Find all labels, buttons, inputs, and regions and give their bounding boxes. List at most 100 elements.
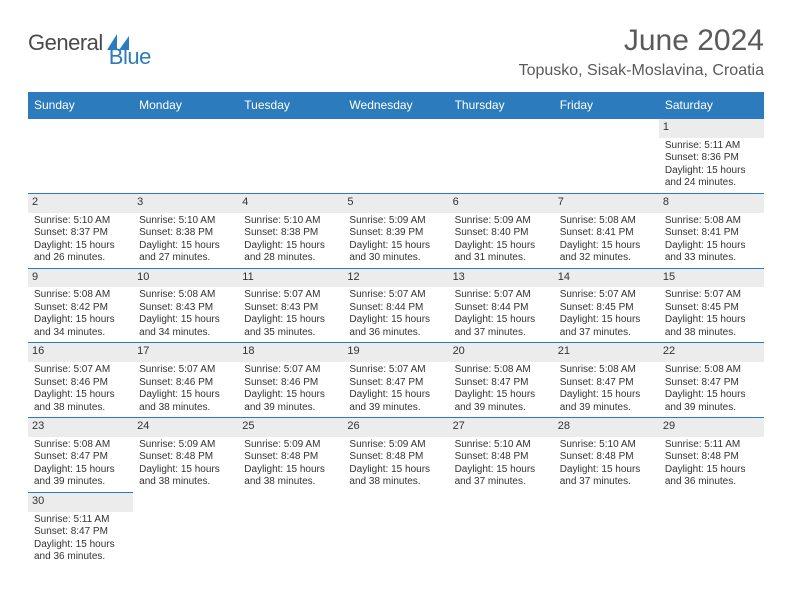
day-info-line: and 38 minutes. bbox=[244, 476, 337, 489]
day-number: 23 bbox=[32, 420, 129, 434]
day-cell: 24Sunrise: 5:09 AMSunset: 8:48 PMDayligh… bbox=[133, 418, 238, 493]
day-info-line: Daylight: 15 hours bbox=[34, 240, 127, 253]
day-info-line: Daylight: 15 hours bbox=[560, 314, 653, 327]
day-header: 23 bbox=[28, 418, 133, 437]
day-info-line: Daylight: 15 hours bbox=[560, 389, 653, 402]
day-info-line: Sunrise: 5:09 AM bbox=[349, 439, 442, 452]
day-info-line: Sunset: 8:48 PM bbox=[560, 451, 653, 464]
day-cell: 22Sunrise: 5:08 AMSunset: 8:47 PMDayligh… bbox=[659, 343, 764, 418]
logo: General Blue bbox=[28, 30, 151, 56]
day-info-line: Sunrise: 5:07 AM bbox=[349, 289, 442, 302]
day-info-line: and 36 minutes. bbox=[665, 476, 758, 489]
day-info-line: Sunrise: 5:07 AM bbox=[34, 364, 127, 377]
day-header: 11 bbox=[238, 269, 343, 288]
day-header: 3 bbox=[133, 194, 238, 213]
day-number: 30 bbox=[32, 495, 129, 509]
day-info-line: Sunrise: 5:09 AM bbox=[139, 439, 232, 452]
day-number: 12 bbox=[347, 271, 444, 285]
header-row: General Blue June 2024 Topusko, Sisak-Mo… bbox=[28, 24, 764, 80]
day-info-line: Daylight: 15 hours bbox=[34, 464, 127, 477]
col-sunday: Sunday bbox=[28, 92, 133, 119]
day-info-line: Daylight: 15 hours bbox=[665, 240, 758, 253]
day-cell: 21Sunrise: 5:08 AMSunset: 8:47 PMDayligh… bbox=[554, 343, 659, 418]
day-info-line: Daylight: 15 hours bbox=[34, 314, 127, 327]
day-number: 7 bbox=[558, 196, 655, 210]
day-cell: 14Sunrise: 5:07 AMSunset: 8:45 PMDayligh… bbox=[554, 268, 659, 343]
day-info-line: Daylight: 15 hours bbox=[455, 464, 548, 477]
day-number: 28 bbox=[558, 420, 655, 434]
day-info-line: and 24 minutes. bbox=[665, 177, 758, 190]
day-info-line: Sunset: 8:46 PM bbox=[34, 377, 127, 390]
day-cell: 13Sunrise: 5:07 AMSunset: 8:44 PMDayligh… bbox=[449, 268, 554, 343]
day-info-line: Daylight: 15 hours bbox=[560, 240, 653, 253]
day-info-line: and 39 minutes. bbox=[244, 402, 337, 415]
day-info-line: Sunset: 8:45 PM bbox=[560, 302, 653, 315]
day-info-line: Daylight: 15 hours bbox=[349, 314, 442, 327]
day-info-line: Daylight: 15 hours bbox=[349, 389, 442, 402]
day-info-line: Sunrise: 5:10 AM bbox=[244, 215, 337, 228]
day-number: 6 bbox=[453, 196, 550, 210]
day-info-line: Sunrise: 5:07 AM bbox=[560, 289, 653, 302]
col-monday: Monday bbox=[133, 92, 238, 119]
day-number: 20 bbox=[453, 345, 550, 359]
week-row: 2Sunrise: 5:10 AMSunset: 8:37 PMDaylight… bbox=[28, 193, 764, 268]
day-info-line: and 38 minutes. bbox=[665, 327, 758, 340]
day-info-line: Sunrise: 5:10 AM bbox=[560, 439, 653, 452]
day-info-line: and 39 minutes. bbox=[560, 402, 653, 415]
day-info-line: and 39 minutes. bbox=[455, 402, 548, 415]
day-number: 16 bbox=[32, 345, 129, 359]
day-info-line: Sunrise: 5:07 AM bbox=[244, 289, 337, 302]
day-header: 18 bbox=[238, 343, 343, 362]
logo-text-blue: Blue bbox=[109, 44, 151, 70]
day-info-line: Daylight: 15 hours bbox=[244, 314, 337, 327]
day-info-line: Sunset: 8:42 PM bbox=[34, 302, 127, 315]
day-cell bbox=[449, 492, 554, 566]
day-number: 26 bbox=[347, 420, 444, 434]
day-info-line: Sunset: 8:48 PM bbox=[455, 451, 548, 464]
day-info-line: Daylight: 15 hours bbox=[244, 240, 337, 253]
day-number: 4 bbox=[242, 196, 339, 210]
day-info-line: and 37 minutes. bbox=[455, 327, 548, 340]
day-number: 17 bbox=[137, 345, 234, 359]
col-wednesday: Wednesday bbox=[343, 92, 448, 119]
day-info-line: Sunset: 8:48 PM bbox=[244, 451, 337, 464]
day-header: 25 bbox=[238, 418, 343, 437]
week-row: 9Sunrise: 5:08 AMSunset: 8:42 PMDaylight… bbox=[28, 268, 764, 343]
day-header: 29 bbox=[659, 418, 764, 437]
day-info-line: and 38 minutes. bbox=[34, 402, 127, 415]
day-info-line: Sunset: 8:43 PM bbox=[244, 302, 337, 315]
day-info-line: Sunrise: 5:07 AM bbox=[349, 364, 442, 377]
day-info-line: Sunrise: 5:09 AM bbox=[244, 439, 337, 452]
day-info-line: Sunrise: 5:07 AM bbox=[455, 289, 548, 302]
day-number: 21 bbox=[558, 345, 655, 359]
day-info-line: and 35 minutes. bbox=[244, 327, 337, 340]
calendar-body: 1Sunrise: 5:11 AMSunset: 8:36 PMDaylight… bbox=[28, 119, 764, 567]
day-info-line: Sunset: 8:48 PM bbox=[349, 451, 442, 464]
page: General Blue June 2024 Topusko, Sisak-Mo… bbox=[0, 0, 792, 591]
week-row: 23Sunrise: 5:08 AMSunset: 8:47 PMDayligh… bbox=[28, 418, 764, 493]
day-header: 26 bbox=[343, 418, 448, 437]
week-row: 16Sunrise: 5:07 AMSunset: 8:46 PMDayligh… bbox=[28, 343, 764, 418]
day-header: 15 bbox=[659, 269, 764, 288]
day-info-line: Daylight: 15 hours bbox=[455, 240, 548, 253]
day-info-line: Sunset: 8:48 PM bbox=[139, 451, 232, 464]
day-header: 16 bbox=[28, 343, 133, 362]
day-info-line: and 34 minutes. bbox=[139, 327, 232, 340]
day-info-line: and 28 minutes. bbox=[244, 252, 337, 265]
day-info-line: Sunrise: 5:10 AM bbox=[455, 439, 548, 452]
week-row: 1Sunrise: 5:11 AMSunset: 8:36 PMDaylight… bbox=[28, 119, 764, 194]
day-info-line: Daylight: 15 hours bbox=[349, 240, 442, 253]
day-info-line: and 39 minutes. bbox=[34, 476, 127, 489]
day-info-line: Sunrise: 5:08 AM bbox=[665, 215, 758, 228]
day-header: 8 bbox=[659, 194, 764, 213]
day-info-line: Sunset: 8:47 PM bbox=[34, 451, 127, 464]
day-info-line: Sunrise: 5:08 AM bbox=[34, 439, 127, 452]
day-cell bbox=[238, 492, 343, 566]
day-info-line: Daylight: 15 hours bbox=[34, 389, 127, 402]
day-info-line: and 38 minutes. bbox=[349, 476, 442, 489]
day-header: 14 bbox=[554, 269, 659, 288]
day-number: 18 bbox=[242, 345, 339, 359]
calendar-table: Sunday Monday Tuesday Wednesday Thursday… bbox=[28, 92, 764, 567]
header-row: Sunday Monday Tuesday Wednesday Thursday… bbox=[28, 92, 764, 119]
day-info-line: Daylight: 15 hours bbox=[665, 165, 758, 178]
